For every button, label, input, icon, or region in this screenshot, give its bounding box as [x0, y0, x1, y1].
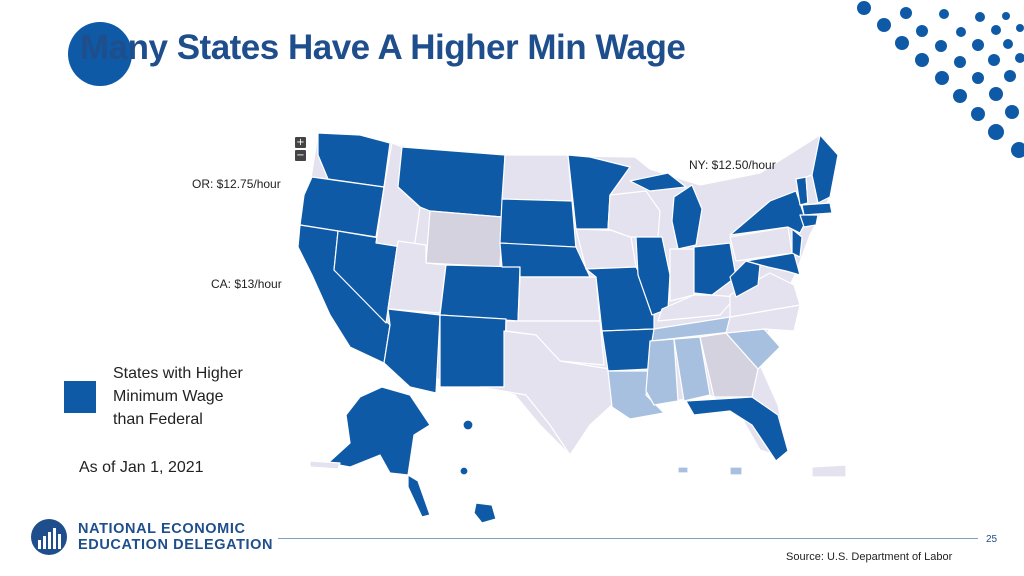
state-alaska-panhandle: [407, 474, 431, 518]
legend-label: States with Higher Minimum Wage than Fed…: [113, 362, 273, 431]
state-arizona: [383, 308, 441, 394]
decorative-dots: [857, 1, 1024, 158]
state-new-mexico: [439, 314, 507, 388]
callout-california: CA: $13/hour: [211, 277, 282, 291]
legend-line-1: States with Higher: [113, 365, 243, 382]
territory-marianas: [729, 466, 743, 476]
state-indiana: [669, 248, 695, 302]
state-virginia: [729, 272, 801, 318]
state-west-virginia: [729, 260, 761, 298]
state-colorado: [439, 264, 521, 322]
state-hawaii-oahu: [462, 419, 474, 431]
state-texas: [479, 330, 613, 456]
state-florida: [685, 396, 789, 462]
state-alaska: [327, 386, 431, 476]
state-massachusetts: [801, 202, 833, 216]
state-north-dakota: [501, 154, 573, 202]
legend-swatch: [64, 381, 96, 413]
legend-line-3: than Federal: [113, 411, 203, 428]
legend-line-2: Minimum Wage: [113, 388, 224, 405]
zoom-out-button[interactable]: −: [295, 150, 306, 161]
source-citation: Source: U.S. Department of Labor: [786, 551, 953, 563]
state-ohio: [693, 242, 737, 296]
territory-usvi: [677, 466, 689, 474]
state-hawaii-big: [473, 502, 497, 524]
need-logo-icon: [31, 519, 67, 555]
territory-samoa: [309, 460, 341, 470]
logo-line-1: NATIONAL ECONOMIC: [78, 521, 246, 537]
callout-new-york: NY: $12.50/hour: [689, 158, 776, 172]
territory-puerto-rico: [811, 464, 847, 478]
state-maine: [811, 134, 839, 204]
logo-line-2: EDUCATION DELEGATION: [78, 537, 274, 553]
state-hawaii-maui: [459, 466, 469, 476]
state-alabama: [673, 336, 711, 402]
organization-name: NATIONAL ECONOMIC EDUCATION DELEGATION: [78, 521, 273, 553]
callout-oregon: OR: $12.75/hour: [192, 177, 281, 191]
state-michigan-upper: [629, 172, 687, 192]
state-kansas: [517, 276, 601, 322]
state-south-dakota: [499, 198, 577, 250]
as-of-date: As of Jan 1, 2021: [79, 459, 204, 476]
state-arkansas: [601, 328, 655, 372]
zoom-in-button[interactable]: +: [295, 137, 306, 148]
state-wyoming: [425, 210, 503, 268]
page-title: Many States Have A Higher Min Wage: [80, 28, 686, 67]
page-number: 25: [986, 534, 998, 545]
title-accent-circle: [68, 22, 132, 86]
footer-divider: [278, 538, 978, 539]
state-georgia: [699, 332, 759, 398]
state-new-jersey: [791, 228, 803, 258]
state-connecticut: [799, 214, 819, 228]
state-maryland: [745, 252, 801, 276]
state-michigan: [671, 184, 703, 250]
state-mississippi: [645, 338, 679, 406]
us-minimum-wage-map: [297, 132, 847, 524]
